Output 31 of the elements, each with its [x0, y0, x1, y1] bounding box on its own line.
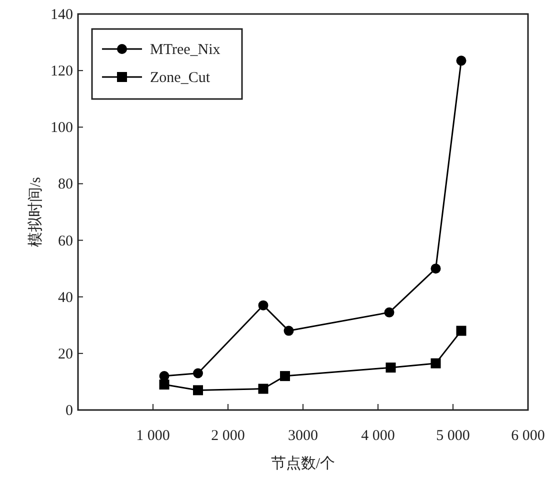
x-tick-label: 4 000: [361, 428, 395, 444]
x-axis-title: 节点数/个: [270, 455, 336, 472]
y-tick-label: 140: [50, 7, 73, 23]
point: [384, 307, 394, 318]
point: [386, 362, 396, 373]
x-tick-label: 6 000: [511, 428, 545, 444]
y-tick-label: 0: [66, 403, 73, 419]
point: [430, 358, 441, 368]
x-tick-label: 3000: [288, 428, 318, 444]
y-tick-label: 100: [50, 120, 73, 136]
legend-label: MTree_Nix: [150, 42, 221, 58]
y-tick-label: 60: [58, 233, 73, 250]
point: [258, 384, 268, 394]
point: [258, 300, 268, 310]
point: [284, 326, 294, 336]
y-tick-label: 120: [50, 64, 73, 80]
legend-label: Zone_Cut: [150, 70, 211, 86]
point: [456, 56, 466, 66]
y-axis-title: 模拟时间/s: [27, 176, 44, 248]
point: [456, 326, 466, 336]
point: [430, 264, 441, 274]
point: [193, 385, 203, 396]
x-tick-label: 5 000: [436, 428, 470, 444]
x-tick-label: 1 000: [136, 428, 170, 444]
point: [280, 371, 290, 382]
x-tick-label: 2 000: [211, 428, 245, 444]
y-tick-label: 40: [58, 290, 73, 306]
point: [159, 380, 170, 390]
y-tick-label: 20: [58, 346, 73, 362]
y-tick-label: 80: [58, 176, 73, 193]
point: [193, 368, 203, 378]
